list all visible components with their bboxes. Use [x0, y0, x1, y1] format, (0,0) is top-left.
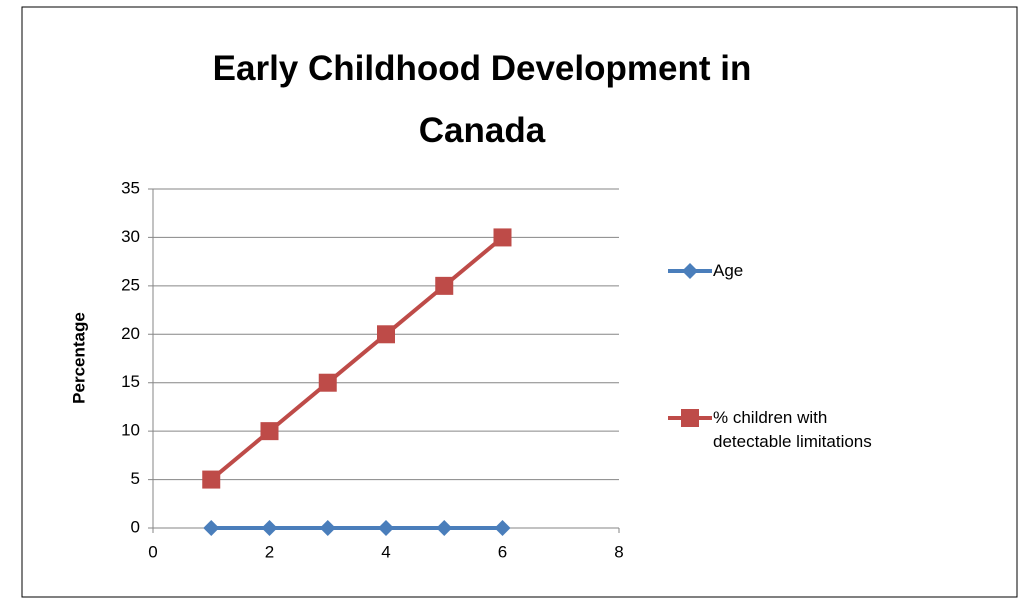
x-tick-label: 6	[498, 542, 507, 561]
marker	[681, 409, 699, 427]
chart-border	[21, 6, 1018, 598]
marker	[493, 228, 512, 247]
marker	[203, 520, 220, 536]
marker	[377, 325, 395, 344]
marker	[378, 520, 394, 536]
marker	[494, 520, 511, 536]
marker	[435, 276, 454, 295]
y-tick-label: 20	[121, 324, 140, 343]
y-tick-label: 0	[131, 517, 140, 536]
chart-title: Early Childhood Development in Canada	[212, 49, 752, 150]
marker	[682, 263, 698, 279]
y-tick-label: 30	[121, 227, 140, 246]
x-tick-label: 2	[265, 542, 274, 561]
legend-label: Age	[713, 261, 744, 280]
y-tick-label: 25	[121, 275, 140, 294]
marker	[261, 520, 278, 536]
x-tick-label: 0	[148, 542, 157, 561]
marker	[318, 373, 337, 392]
series-line	[209, 235, 504, 482]
y-tick-label: 5	[131, 469, 140, 488]
x-tick-label: 4	[381, 542, 390, 561]
marker	[260, 422, 279, 441]
y-tick-label: 15	[121, 372, 140, 391]
legend-label: % children with detectable limitations	[713, 408, 872, 451]
y-tick-label: 10	[121, 421, 140, 440]
y-axis-label: Percentage	[69, 312, 88, 404]
y-tick-label: 35	[121, 178, 140, 197]
marker	[436, 520, 453, 536]
marker	[319, 520, 336, 536]
x-tick-label: 8	[614, 542, 623, 561]
marker	[202, 470, 221, 489]
